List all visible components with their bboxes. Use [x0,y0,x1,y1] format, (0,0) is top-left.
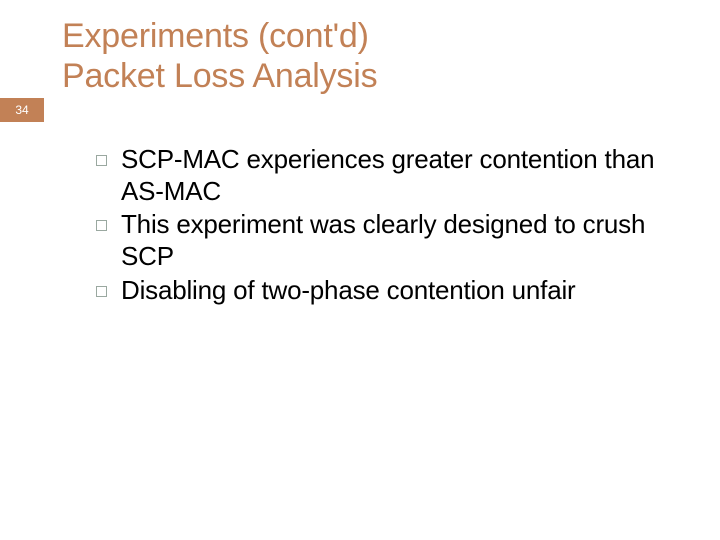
bullet-square-icon [96,220,107,231]
list-item: SCP-MAC experiences greater contention t… [96,144,686,207]
slide: Experiments (cont'd) Packet Loss Analysi… [0,0,720,540]
bullet-text: This experiment was clearly designed to … [121,209,686,272]
bullet-square-icon [96,155,107,166]
body-content: SCP-MAC experiences greater contention t… [96,144,686,309]
bullet-text: Disabling of two-phase contention unfair [121,275,576,307]
slide-title: Experiments (cont'd) Packet Loss Analysi… [62,16,702,96]
title-line-2: Packet Loss Analysis [62,56,702,96]
list-item: Disabling of two-phase contention unfair [96,275,686,307]
page-number-badge: 34 [0,98,44,122]
list-item: This experiment was clearly designed to … [96,209,686,272]
bullet-text: SCP-MAC experiences greater contention t… [121,144,686,207]
page-number: 34 [15,103,28,117]
title-line-1: Experiments (cont'd) [62,16,702,56]
bullet-square-icon [96,286,107,297]
